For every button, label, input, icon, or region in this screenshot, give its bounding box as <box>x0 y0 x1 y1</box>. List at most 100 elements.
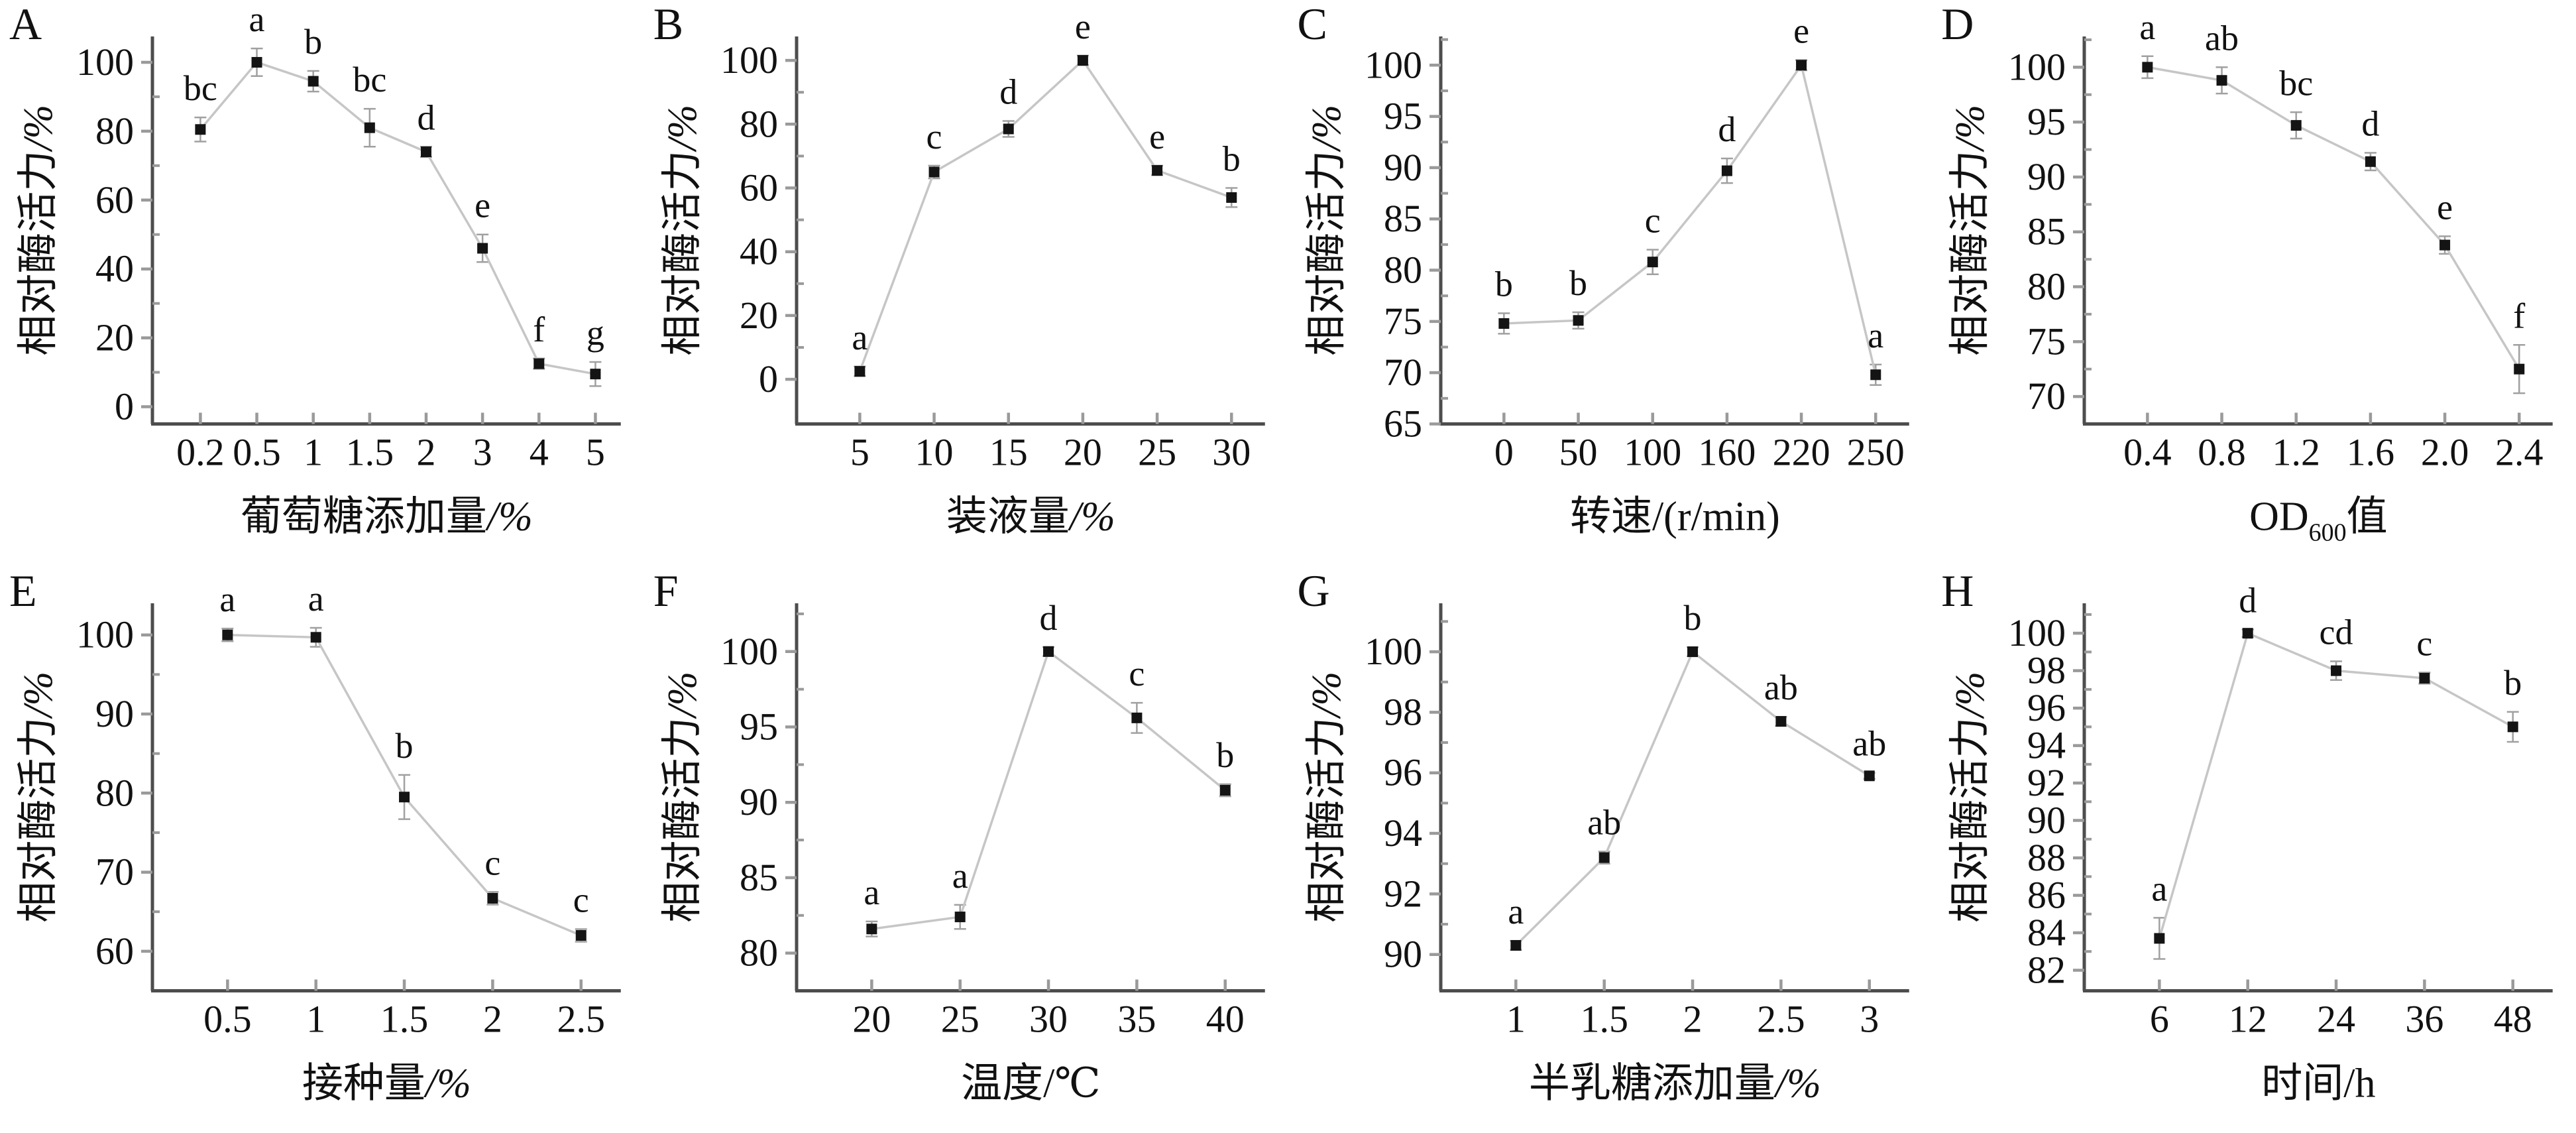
data-point <box>954 911 966 922</box>
x-tick-label: 25 <box>1138 431 1176 474</box>
y-tick-label: 100 <box>2008 45 2066 88</box>
x-tick-label: 35 <box>1117 997 1156 1040</box>
data-point <box>2419 672 2430 684</box>
y-tick-label: 100 <box>720 38 778 82</box>
error-bars <box>1509 646 1876 951</box>
data-point <box>2439 239 2451 251</box>
data-point <box>590 369 601 380</box>
x-tick-label: 2.0 <box>2421 431 2469 474</box>
sig-label: a <box>1868 316 1883 355</box>
x-tick-label: 2.5 <box>1757 997 1805 1040</box>
y-tick-label: 100 <box>76 40 134 84</box>
x-tick-label: 40 <box>1205 997 1244 1040</box>
y-tick-label: 0 <box>759 357 778 400</box>
data-point <box>1077 55 1088 66</box>
y-tick-label: 100 <box>1365 630 1422 673</box>
data-point <box>2216 75 2227 86</box>
error-bars <box>1497 59 1881 386</box>
y-tick-label: 85 <box>1384 197 1422 240</box>
y-tick-label: 94 <box>1384 811 1422 855</box>
data-point <box>364 122 375 133</box>
data-points <box>222 629 587 941</box>
y-tick-label: 80 <box>740 931 778 974</box>
sig-label: c <box>484 843 500 882</box>
sig-label: d <box>1039 597 1057 637</box>
sig-label: b <box>304 22 322 62</box>
y-tick-label: 60 <box>740 166 778 209</box>
y-tick-label: 0 <box>115 385 134 428</box>
data-point <box>477 243 488 254</box>
sig-label: c <box>926 117 942 156</box>
x-tick-label: 10 <box>915 431 953 474</box>
data-point <box>854 366 866 377</box>
y-tick-label: 92 <box>1384 872 1422 915</box>
x-axis-label: 时间/h <box>2262 1061 2376 1106</box>
y-tick-label: 88 <box>2027 836 2066 879</box>
x-ticks: 0.4 0.8 1.2 1.6 2.0 2.4 <box>2123 412 2544 474</box>
x-tick-label: 20 <box>852 997 891 1040</box>
y-tick-label: 95 <box>1384 95 1422 138</box>
y-ticks: 70 75 80 85 90 95 100 <box>2008 38 2092 418</box>
y-tick-label: 90 <box>2027 798 2066 841</box>
x-tick-label: 3 <box>1860 997 1879 1040</box>
x-axis-label: 装液量/% <box>946 495 1115 540</box>
y-tick-label: 95 <box>740 705 778 748</box>
sig-label: b <box>1216 735 1234 774</box>
data-point <box>2331 665 2342 676</box>
y-tick-label: 84 <box>2027 910 2066 953</box>
x-tick-label: 2 <box>483 997 502 1040</box>
sig-label: a <box>852 318 868 357</box>
x-tick-label: 1.5 <box>346 431 394 474</box>
data-point <box>420 147 431 158</box>
sig-label: a <box>219 579 235 619</box>
x-tick-label: 3 <box>473 431 492 474</box>
panel-letter-G: G <box>1297 565 1330 616</box>
y-axis-label: 相对酶活力/% <box>1304 671 1349 922</box>
data-point <box>1226 192 1237 203</box>
y-tick-label: 100 <box>76 613 134 656</box>
y-tick-label: 95 <box>2027 100 2066 143</box>
sig-label: ab <box>2205 18 2239 58</box>
data-point <box>310 631 321 642</box>
sig-label: c <box>1129 654 1145 693</box>
sig-label: d <box>2362 104 2380 144</box>
sig-label: d <box>999 72 1017 111</box>
x-tick-label: 1.5 <box>380 997 429 1040</box>
sig-labels: b b c d e a <box>1494 11 1883 355</box>
data-point <box>1647 257 1658 268</box>
x-tick-label: 4 <box>530 431 549 474</box>
y-axis-label: 相对酶活力/% <box>660 105 705 356</box>
series-line <box>1514 649 1870 946</box>
panel-letter-H: H <box>1941 565 1974 616</box>
data-point <box>2514 363 2525 375</box>
chart-B: a c d e e b 0 20 40 60 80 100 5 10 15 20 25 30 装液量/% 相对酶活力/… <box>660 7 1265 540</box>
x-ticks: 0 50 100 160 220 250 <box>1494 412 1904 474</box>
data-point <box>1042 646 1054 657</box>
y-ticks: 90 92 94 96 98 100 <box>1365 619 1448 975</box>
chart-G: a ab b ab ab 90 92 94 96 98 100 1 1.5 2 2.5 3 半乳糖添加量/% 相对… <box>1304 598 1909 1106</box>
y-tick-label: 65 <box>1384 402 1422 446</box>
data-points <box>1510 646 1875 951</box>
sig-labels: a a d c b <box>864 597 1234 912</box>
sig-label: e <box>1149 117 1165 156</box>
series-line <box>199 60 596 375</box>
sig-label: g <box>587 313 604 353</box>
x-tick-label: 15 <box>989 431 1027 474</box>
x-tick-label: 1 <box>304 431 323 474</box>
data-point <box>1687 646 1698 657</box>
y-ticks: 80 85 90 95 100 <box>720 612 804 974</box>
x-ticks: 0.5 1 1.5 2 2.5 <box>203 979 605 1040</box>
sig-label: e <box>475 186 490 225</box>
x-axis-label: 转速/(r/min) <box>1569 495 1779 540</box>
x-tick-label: 12 <box>2229 997 2267 1040</box>
sig-labels: a d cd c b <box>2152 580 2522 908</box>
x-tick-label: 20 <box>1064 431 1102 474</box>
data-points <box>2142 62 2525 375</box>
